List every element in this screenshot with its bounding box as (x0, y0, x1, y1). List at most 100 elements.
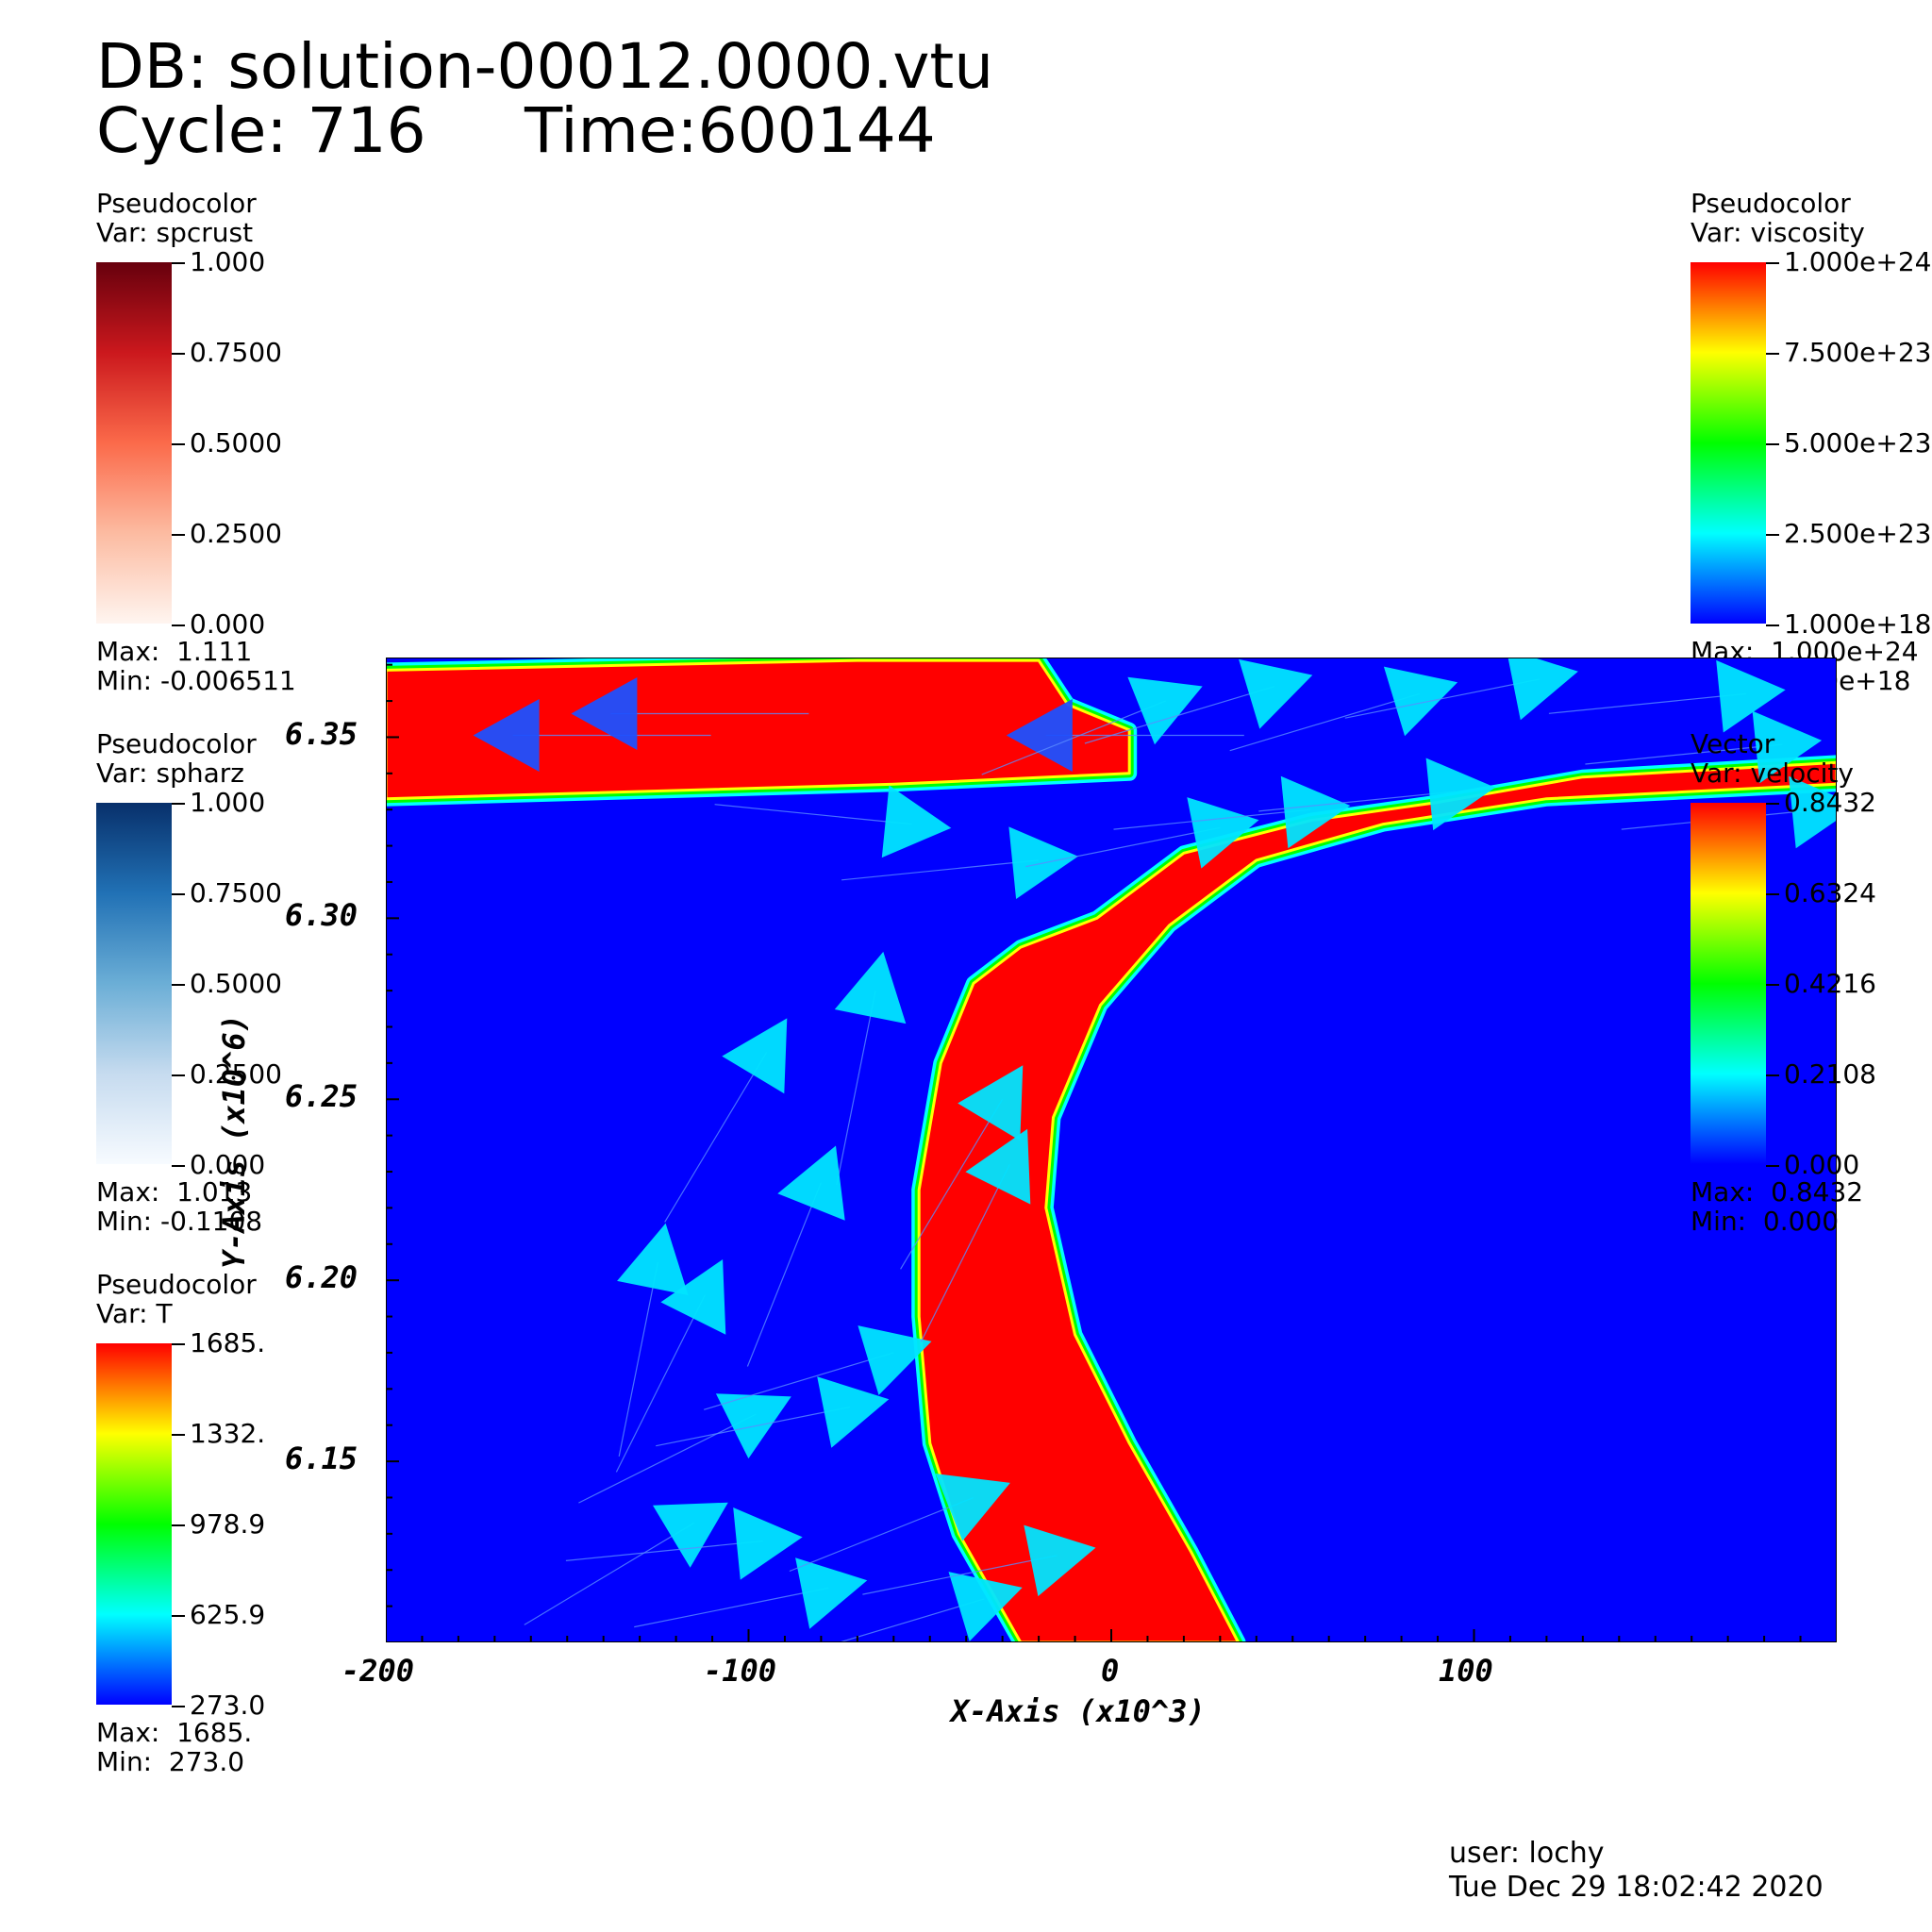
velocity-arrow-tail (1585, 743, 1783, 765)
velocity-arrow-tail (704, 1352, 894, 1410)
velocity-arrow (1383, 666, 1458, 737)
legend-temperature-colorbar (96, 1343, 172, 1705)
velocity-arrow-tail (1113, 808, 1311, 830)
velocity-arrow (1187, 797, 1259, 869)
legend-spharz-colorbar (96, 803, 172, 1164)
legend-spharz-tick-3: 0.2500 (172, 1061, 282, 1088)
legend-viscosity-tick-4: 1.000e+18 (1766, 611, 1931, 638)
velocity-arrow-tail (1344, 678, 1540, 719)
velocity-arrow (473, 699, 540, 772)
velocity-arrow-tail (836, 990, 876, 1186)
legend-temperature: Pseudocolor Var: T (96, 1270, 257, 1328)
viscosity-heatmap-plot (386, 658, 1837, 1642)
velocity-arrow (1507, 658, 1578, 721)
velocity-arrow-tail (565, 1540, 763, 1561)
velocity-arrow (733, 1507, 803, 1580)
legend-viscosity-tick-3: 2.500e+23 (1766, 521, 1931, 547)
y-tick-label-6.25: 6.25 (285, 1078, 358, 1114)
velocity-arrow-tail (862, 1555, 1058, 1595)
legend-viscosity: Pseudocolor Var: viscosity (1690, 189, 1865, 247)
velocity-arrow (858, 1325, 932, 1395)
legend-spharz-tick-1: 0.7500 (172, 880, 282, 907)
velocity-arrow (571, 677, 638, 750)
velocity-arrow (617, 1223, 689, 1295)
x-tick-label-0: -200 (341, 1653, 415, 1689)
legend-spharz-max: Max: 1.013 (96, 1176, 253, 1208)
y-tick-label-6.15: 6.15 (285, 1441, 358, 1476)
velocity-arrow (795, 1557, 868, 1629)
legend-spharz-min: Min: -0.1108 (96, 1206, 263, 1237)
velocity-arrow (935, 1474, 1010, 1541)
legend-viscosity-colorbar (1690, 262, 1766, 624)
legend-velocity: Vector Var: velocity (1690, 729, 1854, 788)
legend-spcrust-tick-4: 0.000 (172, 611, 265, 638)
legend-spharz-tick-0: 1.000 (172, 790, 265, 816)
velocity-arrow-tail (1258, 791, 1457, 812)
velocity-arrow (965, 1128, 1031, 1205)
velocity-arrow-tail (1084, 686, 1275, 744)
velocity-arrow-tail (1025, 826, 1221, 868)
velocity-arrow (1024, 1524, 1096, 1597)
legend-spcrust-min: Min: -0.006511 (96, 665, 296, 696)
legend-velocity-min: Min: 0.000 (1690, 1206, 1840, 1237)
legend-viscosity-tick-1: 7.500e+23 (1766, 340, 1931, 366)
y-axis-title: Y-Axis (x10^6) (216, 1014, 252, 1269)
legend-spcrust-type: Pseudocolor (96, 188, 257, 219)
legend-viscosity-type: Pseudocolor (1690, 188, 1851, 219)
velocity-arrow (653, 1502, 728, 1568)
footer-date: Tue Dec 29 18:02:42 2020 (1449, 1871, 1824, 1904)
legend-spcrust-tick-1: 0.7500 (172, 340, 282, 366)
legend-temperature-tick-2: 978.9 (172, 1511, 265, 1538)
legend-temperature-tick-1: 1332. (172, 1421, 265, 1447)
legend-velocity-type: Vector (1690, 728, 1775, 759)
legend-viscosity-tick-2: 5.000e+23 (1766, 430, 1931, 457)
velocity-arrow-tail (789, 1496, 974, 1573)
velocity-arrow-tail (524, 1522, 695, 1625)
database-title: DB: solution-00012.0000.vtu (96, 30, 994, 103)
velocity-arrow-tail (615, 1294, 706, 1473)
x-tick-label-3: 100 (1439, 1653, 1493, 1689)
velocity-arrow (958, 1065, 1024, 1141)
legend-temperature-tick-4: 273.0 (172, 1692, 265, 1719)
footer-user: user: lochy (1449, 1837, 1605, 1870)
velocity-arrow-tail (837, 1598, 985, 1642)
y-tick-label-6.20: 6.20 (285, 1259, 358, 1295)
velocity-arrow-tail (746, 1182, 822, 1367)
legend-spharz-tick-4: 0.000 (172, 1152, 265, 1178)
legend-spcrust-range: Max: 1.111 Min: -0.006511 (96, 637, 296, 695)
velocity-arrow-tail (981, 700, 1166, 775)
legend-velocity-max: Max: 0.8432 (1690, 1176, 1864, 1208)
velocity-arrow-tail (618, 1261, 658, 1457)
cycle-label: Cycle: 716 (96, 94, 426, 167)
velocity-arrow (1239, 658, 1313, 729)
y-tick-label-6.30: 6.30 (285, 897, 358, 933)
velocity-arrow (817, 1376, 890, 1448)
legend-temperature-max: Max: 1685. (96, 1717, 253, 1748)
legend-spharz-var: Var: spharz (96, 758, 244, 789)
velocity-arrow-tail (634, 1587, 829, 1628)
legend-velocity-tick-3: 0.2108 (1766, 1061, 1876, 1088)
velocity-arrow (834, 951, 907, 1024)
velocity-arrow-tail (656, 1406, 851, 1447)
velocity-arrow-tail (900, 1098, 1004, 1270)
legend-temperature-min: Min: 273.0 (96, 1746, 245, 1777)
legend-velocity-colorbar (1690, 803, 1766, 1164)
legend-viscosity-tick-0: 1.000e+24 (1766, 249, 1931, 275)
legend-temperature-var: Var: T (96, 1298, 173, 1329)
y-tick-label-6.35: 6.35 (285, 716, 358, 752)
legend-spharz-range: Max: 1.013 Min: -0.1108 (96, 1177, 262, 1236)
velocity-arrow (722, 1018, 788, 1094)
velocity-arrow-tail (714, 804, 912, 825)
legend-velocity-tick-0: 0.8432 (1766, 790, 1876, 816)
velocity-arrow (1752, 710, 1823, 784)
velocity-arrow (1716, 659, 1786, 733)
legend-spcrust-colorbar (96, 262, 172, 624)
legend-velocity-tick-2: 0.4216 (1766, 971, 1876, 997)
legend-spcrust-tick-3: 0.2500 (172, 521, 282, 547)
time-label: Time:600144 (525, 94, 936, 167)
x-tick-label-1: -100 (704, 1653, 777, 1689)
velocity-arrow-tail (1548, 692, 1746, 714)
velocity-arrow-tail (664, 1052, 768, 1223)
velocity-arrow-tail (841, 859, 1040, 881)
legend-temperature-tick-3: 625.9 (172, 1602, 265, 1628)
